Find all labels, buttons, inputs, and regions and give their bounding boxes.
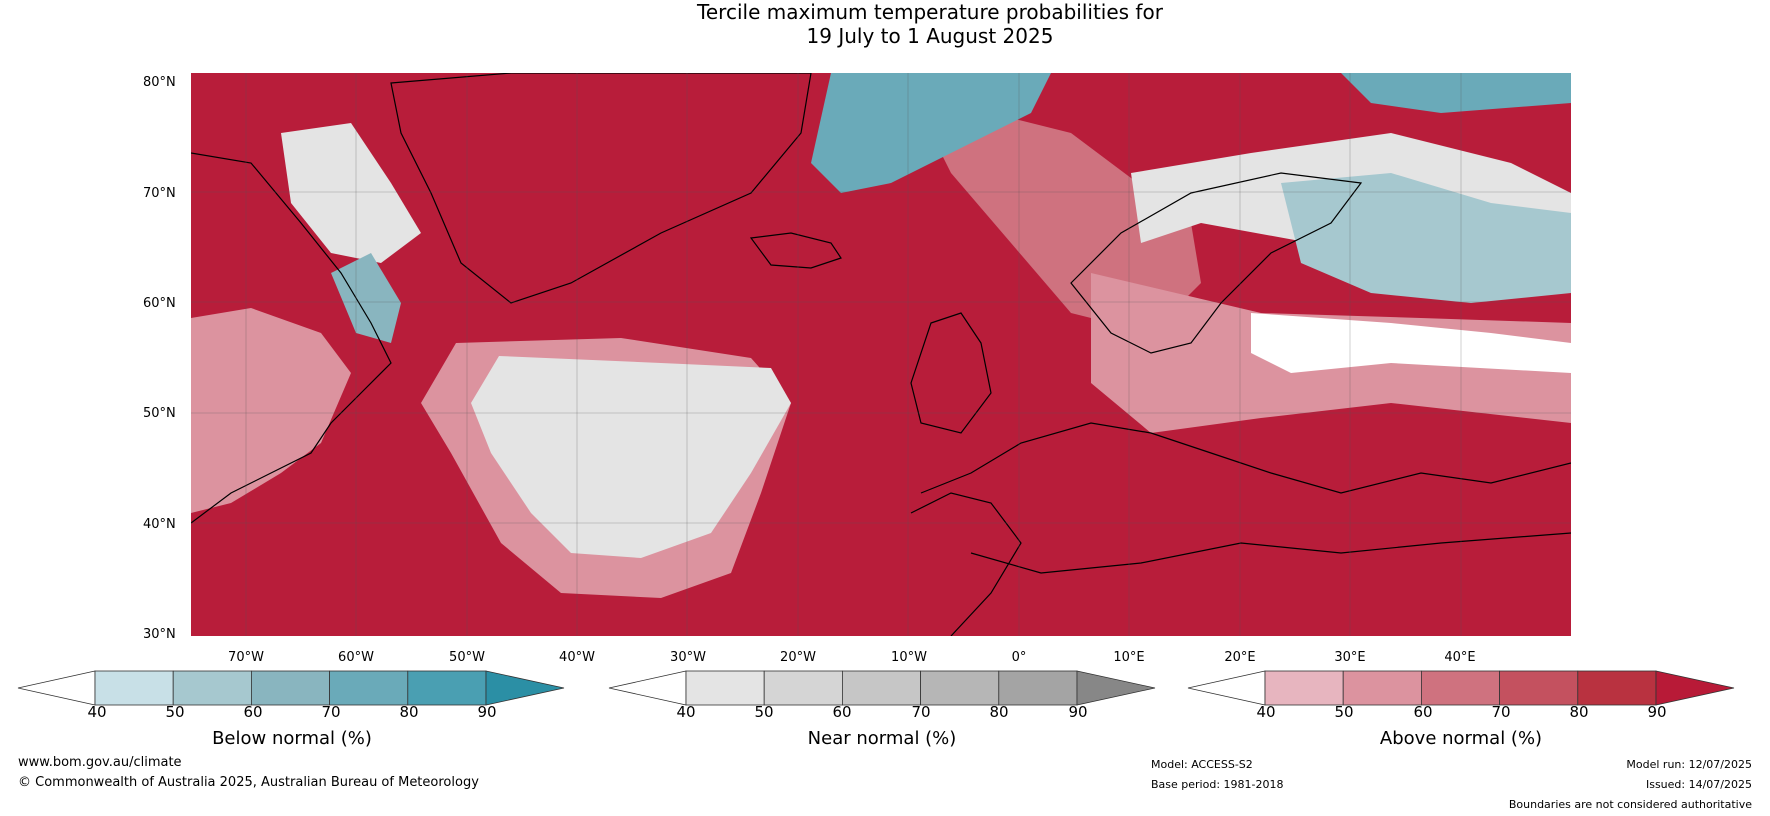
footer-disclaimer: Boundaries are not considered authoritat… [1508, 798, 1752, 811]
cbar3-tick-90: 90 [1647, 703, 1667, 721]
near-normal-swatch-2 [763, 670, 843, 706]
above-normal-swatch-1 [1264, 670, 1344, 706]
coastline-scandinavia [1070, 172, 1363, 354]
near-normal-swatch-3 [841, 670, 921, 706]
lat-label-30n: 30°N [143, 627, 176, 642]
above-normal-swatch-4 [1499, 670, 1579, 706]
cbar2-tick-40: 40 [676, 703, 696, 721]
cbar1-tick-90: 90 [477, 703, 497, 721]
cbar2-tick-70: 70 [911, 703, 931, 721]
cbar3-tick-40: 40 [1256, 703, 1276, 721]
cbar1-tick-40: 40 [87, 703, 107, 721]
lon-label-50w: 50°W [449, 650, 485, 665]
lat-label-50n: 50°N [143, 406, 176, 421]
below-normal-low-extension [17, 670, 96, 706]
cbar1-tick-50: 50 [165, 703, 185, 721]
cbar3-tick-70: 70 [1491, 703, 1511, 721]
cbar1-tick-80: 80 [399, 703, 419, 721]
lon-label-10e: 10°E [1113, 650, 1145, 665]
title-line-1: Tercile maximum temperature probabilitie… [697, 0, 1163, 24]
probability-map [191, 73, 1571, 636]
below-normal-region-greenland-sea [811, 73, 1051, 193]
coastline-europe [920, 422, 1571, 494]
colorbar-label-below-normal: Below normal (%) [212, 728, 372, 749]
lon-label-60w: 60°W [338, 650, 374, 665]
lon-label-40w: 40°W [559, 650, 595, 665]
lon-label-10w: 10°W [891, 650, 927, 665]
cbar3-tick-60: 60 [1413, 703, 1433, 721]
colorbar-label-near-normal: Near normal (%) [807, 728, 957, 749]
colorbar-label-above-normal: Above normal (%) [1379, 728, 1543, 749]
cbar3-tick-50: 50 [1334, 703, 1354, 721]
cbar2-tick-90: 90 [1068, 703, 1088, 721]
footer-model-run: Model run: 12/07/2025 [1626, 758, 1752, 771]
below-normal-swatch-3 [250, 670, 330, 706]
coastline-north-america [191, 152, 392, 524]
cbar2-tick-50: 50 [754, 703, 774, 721]
below-normal-swatch-5 [407, 670, 487, 706]
below-normal-high-extension [485, 670, 565, 706]
near-normal-region-labrador [281, 123, 421, 263]
above-normal-low-extension [1187, 670, 1266, 706]
colorbar-near-normal [608, 670, 1156, 706]
lon-label-30w: 30°W [670, 650, 706, 665]
lat-label-40n: 40°N [143, 517, 176, 532]
above-normal-high-extension [1655, 670, 1735, 706]
lon-label-20e: 20°E [1224, 650, 1256, 665]
near-normal-high-extension [1076, 670, 1156, 706]
cbar2-tick-80: 80 [989, 703, 1009, 721]
lon-label-70w: 70°W [228, 650, 264, 665]
cbar1-tick-70: 70 [321, 703, 341, 721]
cbar3-tick-80: 80 [1569, 703, 1589, 721]
coastline-north-africa [970, 532, 1571, 574]
lon-label-40e: 40°E [1444, 650, 1476, 665]
near-normal-swatch-5 [998, 670, 1078, 706]
lat-label-60n: 60°N [143, 296, 176, 311]
near-normal-swatch-4 [920, 670, 1000, 706]
lon-label-30e: 30°E [1334, 650, 1366, 665]
below-normal-region-russia [1281, 173, 1571, 303]
near-normal-region-atlantic [471, 356, 791, 558]
near-normal-region-eastern-europe [1251, 313, 1571, 373]
below-normal-region-labrador-sea [331, 253, 401, 343]
below-normal-swatch-2 [172, 670, 252, 706]
colorbar-below-normal [17, 670, 565, 706]
coastline-greenland [390, 73, 812, 304]
lat-label-80n: 80°N [143, 75, 176, 90]
cbar1-tick-60: 60 [243, 703, 263, 721]
footer-base-period: Base period: 1981-2018 [1151, 778, 1284, 791]
below-normal-region-arctic-east [1341, 73, 1571, 113]
above-normal-swatch-5 [1577, 670, 1657, 706]
map-canvas [191, 73, 1571, 636]
above-normal-region-west [191, 308, 351, 513]
title-line-2: 19 July to 1 August 2025 [806, 24, 1054, 48]
colorbar-above-normal [1187, 670, 1735, 706]
below-normal-swatch-1 [94, 670, 174, 706]
footer-website-link[interactable]: www.bom.gov.au/climate [18, 755, 182, 770]
graticule [191, 73, 1571, 636]
above-normal-swatch-3 [1420, 670, 1500, 706]
lat-label-70n: 70°N [143, 186, 176, 201]
below-normal-swatch-4 [329, 670, 409, 706]
footer-model: Model: ACCESS-S2 [1151, 758, 1253, 771]
coastline-iberia-africa [910, 492, 1022, 636]
coastline-british-isles [910, 312, 992, 434]
map-title: Tercile maximum temperature probabilitie… [0, 0, 1770, 48]
near-normal-swatch-1 [685, 670, 765, 706]
above-normal-swatch-2 [1342, 670, 1422, 706]
near-normal-low-extension [608, 670, 687, 706]
above-normal-region-northeast [911, 93, 1201, 333]
footer-issued: Issued: 14/07/2025 [1645, 778, 1752, 791]
lon-label-0: 0° [1011, 650, 1027, 665]
footer-copyright: © Commonwealth of Australia 2025, Austra… [18, 775, 479, 790]
lon-label-20w: 20°W [780, 650, 816, 665]
coastline-iceland [749, 232, 842, 269]
cbar2-tick-60: 60 [832, 703, 852, 721]
